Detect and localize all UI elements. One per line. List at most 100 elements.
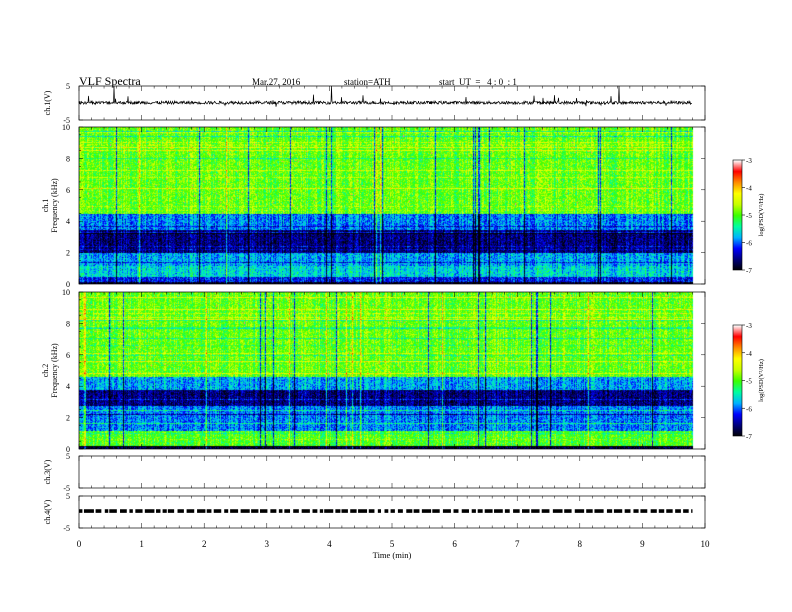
ch4-dash xyxy=(574,509,585,513)
axis-labels: -3 -4 -5 -6 -7 log(PSD(V²/Hz) -3 -4 -5 -6 -7 log(PS… xyxy=(41,82,765,560)
y-tick-label: 4 xyxy=(66,217,70,226)
colorbar-tick-label: -7 xyxy=(746,267,752,275)
y-tick-label: 6 xyxy=(66,351,70,360)
start-time-label: start UT = 4 : 0 : 1 xyxy=(439,77,517,87)
date-label: Mar.27, 2016 xyxy=(252,77,301,87)
y-tick-label: 5 xyxy=(66,452,70,461)
y-tick-label: 8 xyxy=(66,154,70,163)
colorbar-tick-label: -5 xyxy=(746,378,752,386)
y-axis-label: Frequency (kHz) xyxy=(50,343,59,398)
ch4-dash xyxy=(186,509,195,513)
x-tick-label: 0 xyxy=(77,539,82,549)
x-tick-label: 9 xyxy=(640,539,645,549)
x-tick-label: 1 xyxy=(139,539,144,549)
ch4-dash xyxy=(358,509,368,513)
ch4-dash xyxy=(213,509,222,513)
x-tick-label: 6 xyxy=(452,539,457,549)
y-tick-label: -5 xyxy=(63,524,70,533)
ch4-dash xyxy=(586,509,593,513)
y-tick-label: -5 xyxy=(63,116,70,125)
ch4-dash xyxy=(368,509,375,513)
ch4-dash xyxy=(144,509,155,513)
ch4-dash xyxy=(270,509,277,513)
y-tick-label: 0 xyxy=(66,445,70,454)
ch4-dash xyxy=(251,509,259,513)
ch4-dash xyxy=(461,509,469,513)
x-axis-label: Time (min) xyxy=(373,550,412,560)
y-tick-label: 2 xyxy=(66,249,70,258)
colorbar-tick-label: -6 xyxy=(746,405,752,413)
ch4-dash xyxy=(177,509,184,513)
y-tick-label: 4 xyxy=(66,382,70,391)
ch4-dash xyxy=(477,509,483,513)
ch4-dash xyxy=(552,509,563,513)
ch4-dash xyxy=(531,509,540,513)
ch4-dash xyxy=(341,509,348,513)
ch4-dash xyxy=(513,509,520,513)
ch4-dash xyxy=(95,509,102,513)
x-tick-label: 4 xyxy=(327,539,332,549)
x-tick-label: 2 xyxy=(202,539,207,549)
ch4-dash xyxy=(683,509,689,513)
ch4-dash xyxy=(650,509,657,513)
ch4-dash xyxy=(324,509,334,513)
colorbar-tick-label: -7 xyxy=(746,433,752,441)
ch4-dash xyxy=(658,509,665,513)
y-tick-label: -5 xyxy=(63,484,70,493)
ch4-dash xyxy=(120,509,127,513)
y-axis-label: ch.3(V) xyxy=(43,459,52,484)
x-tick-label: 5 xyxy=(390,539,395,549)
ch4-dash xyxy=(691,509,693,513)
x-tick-label: 7 xyxy=(515,539,520,549)
y-axis-label: Frequency (kHz) xyxy=(50,178,59,233)
y-tick-label: 10 xyxy=(62,288,70,297)
ch4-dash xyxy=(521,509,530,513)
ch4-dash xyxy=(278,509,283,513)
colorbar-tick-label: -4 xyxy=(746,185,752,193)
ch4-dash xyxy=(666,509,673,513)
colorbar-tick-label: -4 xyxy=(746,350,752,358)
ch4-dash xyxy=(397,509,403,513)
ch4-dash xyxy=(224,509,229,513)
colorbar-label: log(PSD(V²/Hz) xyxy=(758,359,765,402)
ch4-dash xyxy=(613,509,623,513)
colorbar-label: log(PSD(V²/Hz) xyxy=(758,194,765,237)
ch4-dash xyxy=(471,509,476,513)
y-tick-label: 10 xyxy=(62,123,70,132)
ch4-dash xyxy=(79,509,83,513)
ch4-dash xyxy=(135,509,143,513)
spectrogram-ch2 xyxy=(79,292,705,449)
ch4-dash xyxy=(319,509,324,513)
ch4-dash xyxy=(293,509,299,513)
y-tick-label: 8 xyxy=(66,319,70,328)
y-axis-label: ch.1 xyxy=(41,199,50,213)
ch4-dash xyxy=(260,509,268,513)
ch4-dash xyxy=(504,509,510,513)
ch4-dash xyxy=(206,509,212,513)
colorbar-tick-label: -3 xyxy=(746,157,752,165)
ch4-dash xyxy=(129,509,133,513)
y-tick-label: 5 xyxy=(66,82,70,91)
ch4-dash xyxy=(109,509,117,513)
ch4-dash xyxy=(432,509,440,513)
ch4-dash xyxy=(240,509,250,513)
ch4-dash xyxy=(594,509,604,513)
ch4-dash xyxy=(442,509,451,513)
ch4-dash xyxy=(312,509,318,513)
spectrogram-images xyxy=(79,127,742,449)
ch4-dash xyxy=(421,509,432,513)
ch4-dash xyxy=(606,509,613,513)
ch4-dash xyxy=(484,509,493,513)
colorbar-tick-label: -5 xyxy=(746,212,752,220)
y-tick-label: 0 xyxy=(66,280,70,289)
spectrogram-ch1 xyxy=(79,127,705,284)
colorbar-ch2 xyxy=(733,325,742,436)
ch4-dash xyxy=(230,509,239,513)
ch4-dash xyxy=(167,509,175,513)
waveform-traces xyxy=(78,85,693,513)
colorbar-tick-label: -3 xyxy=(746,322,752,330)
ch4-dash xyxy=(413,509,420,513)
y-tick-label: 5 xyxy=(66,492,70,501)
y-axis-label: ch.4(V) xyxy=(43,499,52,524)
